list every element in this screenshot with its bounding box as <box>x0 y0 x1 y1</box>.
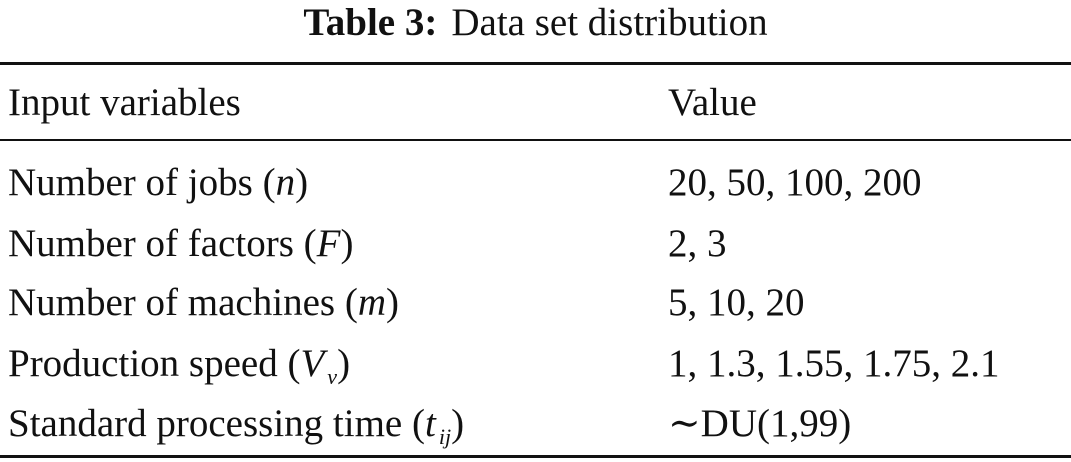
variable-symbol: V <box>300 342 325 385</box>
variable-symbol: F <box>316 222 341 265</box>
value-cell: ∼DU(1,99) <box>668 402 852 445</box>
variable-name: Production speed <box>8 342 278 385</box>
variable-cell: Number of jobs (n) <box>8 161 309 204</box>
table-row: Number of factors (F) 2, 3 <box>0 215 1071 273</box>
variable-name: Standard processing time <box>8 402 403 445</box>
variable-cell: Number of machines (m) <box>8 281 399 324</box>
header-cell: Value <box>668 81 757 124</box>
variable-cell: Production speed (V v) <box>8 342 351 389</box>
value-cell: 5, 10, 20 <box>668 281 805 324</box>
caption-title: Data set distribution <box>451 1 768 44</box>
variable-name: Number of jobs <box>8 161 253 204</box>
variable-name: Number of machines <box>8 281 336 324</box>
value-cell: 1, 1.3, 1.55, 1.75, 2.1 <box>668 342 1000 385</box>
variable-subscript: ij <box>438 424 452 449</box>
variable-symbol: n <box>275 161 296 204</box>
value-cell: 20, 50, 100, 200 <box>668 161 922 204</box>
header-row: Input variables Value <box>0 74 1071 132</box>
variable-name: Number of factors <box>8 222 294 265</box>
bottom-rule <box>0 455 1071 458</box>
variable-symbol: m <box>357 281 386 324</box>
caption-label: Table 3: <box>303 1 438 44</box>
caption: Table 3: Data set distribution <box>0 0 1071 46</box>
variable-symbol: t <box>425 402 436 445</box>
variable-subscript: v <box>327 364 338 389</box>
top-rule <box>0 62 1071 65</box>
value-cell: 2, 3 <box>668 222 727 265</box>
variable-cell: Standard processing time (t ij) <box>8 402 465 449</box>
header-cell: Input variables <box>8 81 241 124</box>
mid-rule <box>0 139 1071 141</box>
variable-cell: Number of factors (F) <box>8 222 354 265</box>
table-row: Standard processing time (t ij) ∼DU(1,99) <box>0 395 1071 453</box>
table-row: Production speed (V v) 1, 1.3, 1.55, 1.75,… <box>0 335 1071 393</box>
table-row: Number of jobs (n) 20, 50, 100, 200 <box>0 154 1071 212</box>
table-row: Number of machines (m) 5, 10, 20 <box>0 274 1071 332</box>
